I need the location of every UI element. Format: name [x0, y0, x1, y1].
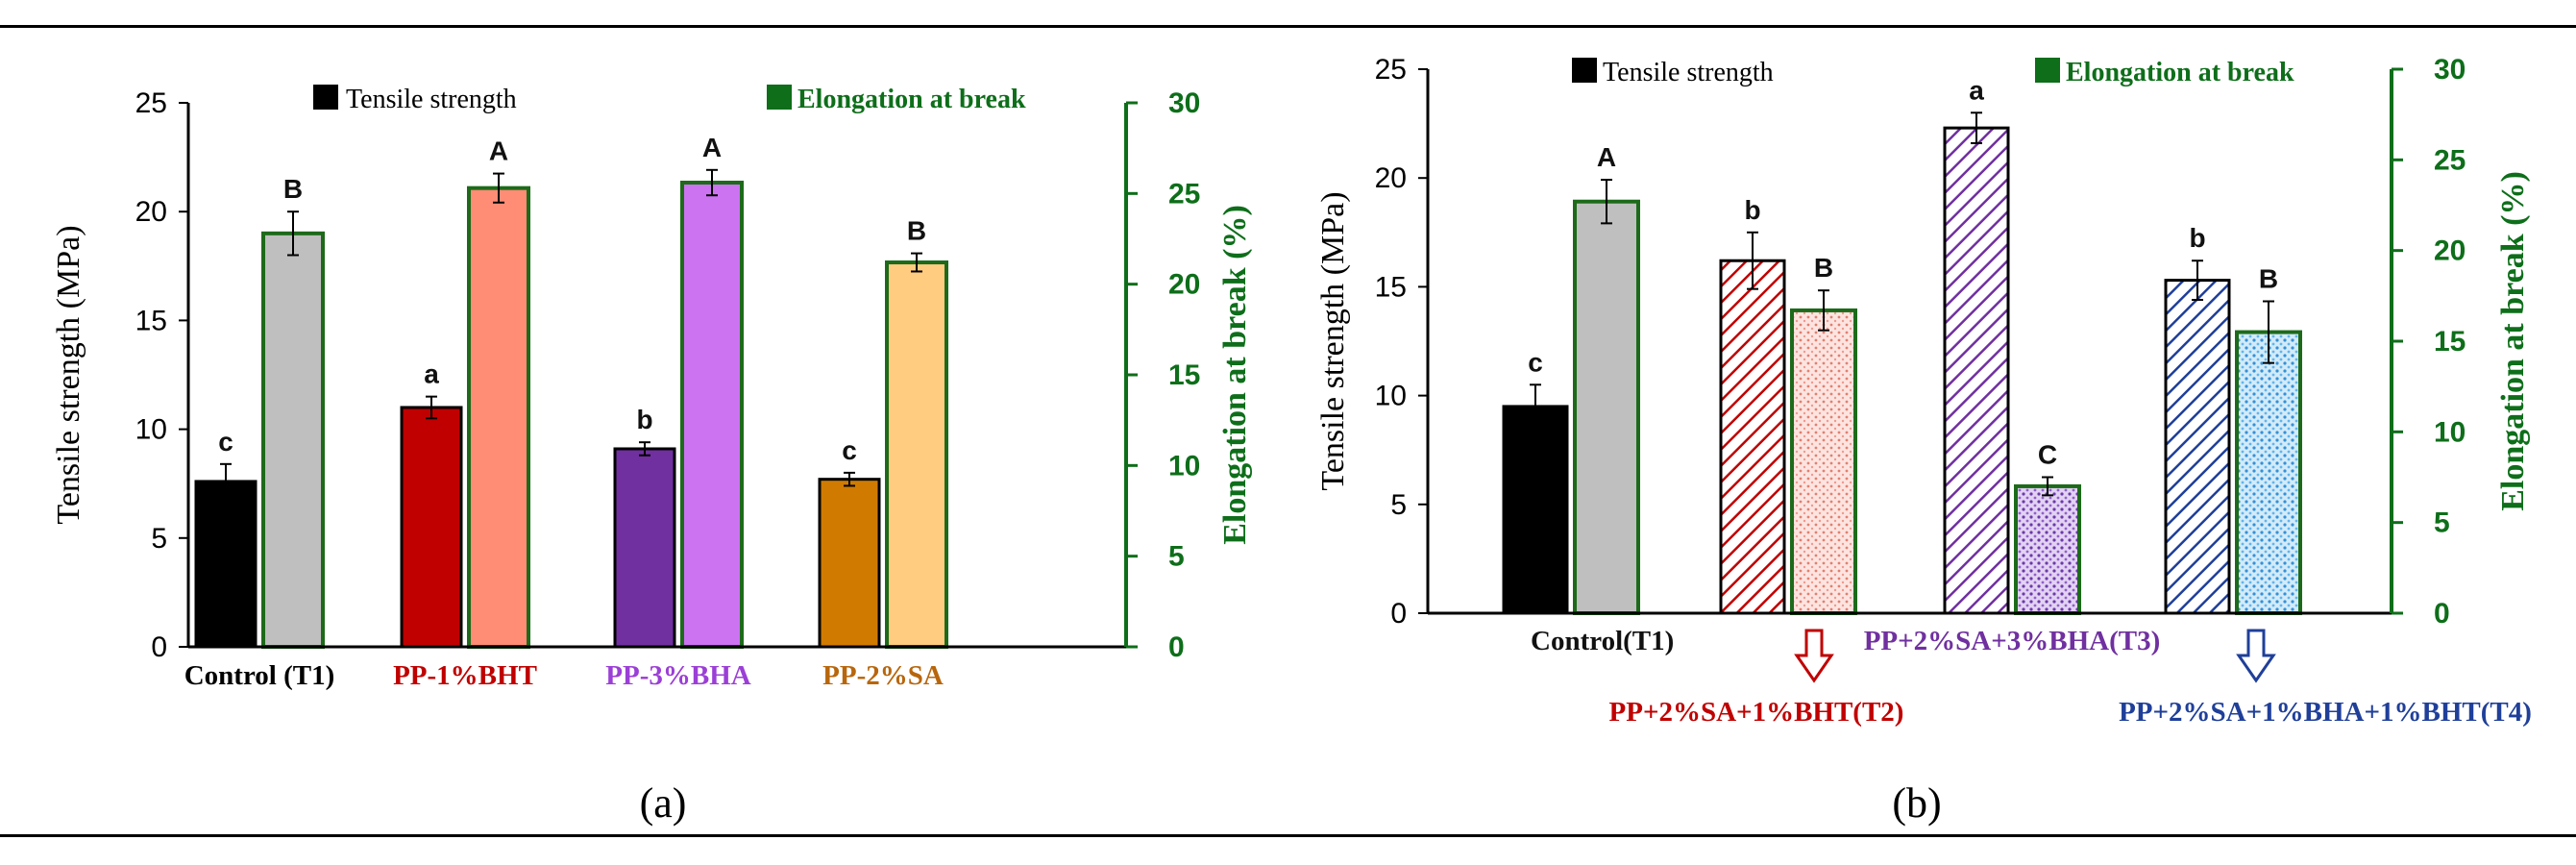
y-tick-label-right: 20 — [1168, 269, 1200, 301]
y-tick-label-left: 5 — [151, 523, 167, 555]
y-tick-label-left: 20 — [135, 196, 167, 228]
significance-letter: B — [907, 216, 926, 246]
panel-a-legend-elongation: Elongation at break — [797, 85, 1026, 114]
y-tick-label-left: 15 — [1375, 271, 1407, 303]
bar-tensile-strength — [400, 406, 463, 649]
category-label: PP+2%SA+1%BHT(T2) — [1609, 697, 1904, 728]
panel-b-legend: Tensile strength Elongation at break — [1572, 58, 2294, 87]
bar-elongation-at-break — [1573, 199, 1640, 616]
y-tick-label-left: 25 — [135, 87, 167, 119]
y-tick-label-left: 0 — [151, 631, 167, 663]
bar-elongation-at-break — [467, 185, 530, 649]
y-tick-label-right: 5 — [1168, 541, 1185, 573]
panel-a-ylabel-right: Elongation at break (%) — [1217, 205, 1253, 545]
panel-a-legend: Tensile strength Elongation at break — [313, 85, 1026, 114]
bar-elongation-at-break — [885, 260, 948, 649]
y-tick-label-left: 0 — [1390, 598, 1407, 630]
significance-letter: b — [1744, 195, 1760, 225]
top-rule — [0, 25, 2576, 28]
y-tick-label-left: 5 — [1390, 489, 1407, 521]
y-tick-label-right: 0 — [1168, 631, 1185, 663]
significance-letter: b — [2189, 223, 2205, 253]
panel-b-ylabel-left: Tensile strength (MPa) — [1315, 191, 1351, 490]
panel-a-ylabel-left: Tensile strength (MPa) — [51, 225, 86, 524]
bottom-rule — [0, 834, 2576, 837]
y-tick-label-right: 15 — [1168, 359, 1200, 391]
panel-b-chart: 0 5 10 15 20 25 0 5 10 15 20 25 30 c Ab Ba Cb B Control(T… — [1315, 54, 2532, 827]
y-tick-label-right: 30 — [2434, 54, 2466, 86]
y-tick-label-right: 20 — [2434, 235, 2466, 267]
significance-letter: A — [1597, 142, 1616, 172]
y-tick-label-left: 25 — [1375, 54, 1407, 86]
significance-letter: c — [1528, 347, 1543, 377]
significance-letter: c — [842, 435, 857, 465]
y-tick-label-right: 15 — [2434, 326, 2466, 358]
y-tick-label-right: 10 — [2434, 416, 2466, 448]
y-tick-label-right: 0 — [2434, 598, 2450, 630]
category-label: Control (T1) — [184, 660, 335, 691]
y-tick-label-right: 25 — [1168, 178, 1200, 210]
panel-b-bars — [1502, 111, 2302, 616]
legend-swatch-tensile — [313, 85, 338, 110]
y-tick-label-left: 20 — [1375, 162, 1407, 194]
panel-b-annotations: c Ab Ba Cb B Control(T1) PP+2%SA+1%BHT(T2) PP+2… — [1528, 75, 2532, 728]
y-tick-label-right: 10 — [1168, 450, 1200, 482]
category-label: Control(T1) — [1531, 626, 1674, 656]
panel-a-caption: (a) — [640, 779, 687, 827]
panel-a-annotations: c Ba Ab Ac B Control (T1) PP-1%BHT PP-3%BHA PP-2… — [184, 133, 944, 691]
panel-b-caption: (b) — [1892, 779, 1941, 827]
y-tick-label-right: 25 — [2434, 144, 2466, 176]
panel-a-chart: 0 5 10 15 20 25 0 5 10 15 20 25 30 c Ba Ab Ac B Control (… — [51, 85, 1253, 827]
category-label: PP-3%BHA — [605, 660, 750, 691]
bar-elongation-at-break — [261, 231, 325, 649]
bar-elongation-at-break — [2235, 330, 2302, 615]
significance-letter: a — [1969, 75, 1984, 105]
y-tick-label-left: 10 — [1375, 381, 1407, 412]
bar-tensile-strength — [1502, 405, 1569, 615]
y-tick-label-left: 15 — [135, 305, 167, 336]
panel-a-legend-tensile: Tensile strength — [346, 85, 517, 114]
significance-letter: a — [424, 359, 439, 389]
panel-a-ticks: 0 5 10 15 20 25 0 5 10 15 20 25 30 — [135, 87, 1201, 663]
category-label: PP-2%SA — [822, 660, 944, 691]
category-label: PP+2%SA+3%BHA(T3) — [1864, 626, 2161, 656]
bar-tensile-strength — [1943, 126, 2010, 615]
significance-letter: b — [636, 405, 652, 434]
significance-letter: C — [2038, 440, 2057, 470]
panel-b-ylabel-right: Elongation at break (%) — [2495, 171, 2531, 511]
legend-swatch-elongation — [767, 85, 792, 110]
panel-b-legend-elongation: Elongation at break — [2066, 58, 2294, 87]
category-label: PP-1%BHT — [393, 660, 537, 691]
arrow-down-icon — [2236, 629, 2276, 683]
category-label: PP+2%SA+1%BHA+1%BHT(T4) — [2119, 697, 2532, 728]
panel-a-bars — [194, 168, 948, 649]
y-tick-label-left: 10 — [135, 414, 167, 446]
bar-tensile-strength — [613, 447, 676, 649]
bar-tensile-strength — [1719, 259, 1786, 615]
bar-tensile-strength — [194, 480, 258, 649]
bar-elongation-at-break — [680, 181, 744, 649]
significance-letter: B — [2259, 263, 2278, 293]
significance-letter: A — [702, 133, 722, 162]
bar-tensile-strength — [2164, 279, 2231, 615]
y-tick-label-right: 5 — [2434, 507, 2450, 539]
significance-letter: B — [283, 174, 303, 204]
significance-letter: A — [489, 136, 508, 166]
bar-elongation-at-break — [1790, 308, 1857, 615]
panel-b-ticks: 0 5 10 15 20 25 0 5 10 15 20 25 30 — [1375, 54, 2466, 630]
panel-b-legend-tensile: Tensile strength — [1603, 58, 1774, 87]
significance-letter: B — [1814, 253, 1833, 283]
significance-letter: c — [218, 427, 233, 457]
bar-tensile-strength — [818, 478, 881, 649]
y-tick-label-right: 30 — [1168, 87, 1200, 119]
legend-swatch-tensile — [1572, 58, 1597, 83]
legend-swatch-elongation — [2035, 58, 2060, 83]
arrow-down-icon — [1794, 629, 1834, 683]
bar-elongation-at-break — [2014, 483, 2081, 615]
